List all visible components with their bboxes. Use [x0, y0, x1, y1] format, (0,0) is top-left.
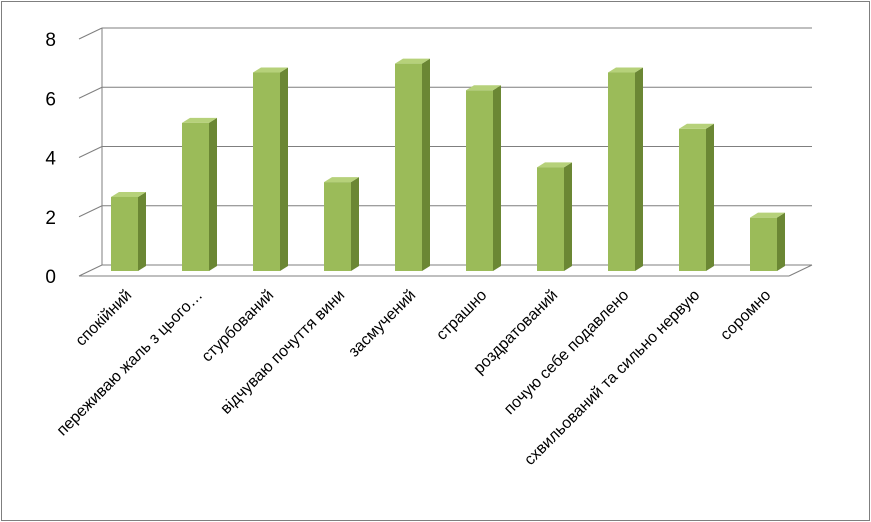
bar	[111, 191, 146, 271]
bar-layer	[111, 58, 785, 271]
bar-front	[608, 72, 635, 271]
bar-side	[422, 58, 430, 271]
bar-front	[466, 90, 493, 271]
bar	[324, 177, 359, 271]
gridline-diagonal	[78, 205, 103, 218]
bar	[253, 67, 288, 271]
bar-top	[253, 67, 288, 73]
floor-right-edge	[788, 264, 813, 277]
y-axis-ticks: 0 2 4 6 8	[45, 30, 56, 288]
bar-top	[466, 85, 501, 91]
y-tick-label: 6	[45, 89, 56, 110]
bar-front	[750, 217, 777, 271]
gridline-diagonal	[78, 264, 103, 277]
bar-front	[111, 196, 138, 271]
bar-top	[537, 162, 572, 168]
x-category-label: переживаю жаль з цього…	[54, 287, 207, 440]
bar-side	[280, 67, 288, 271]
bar-top	[111, 191, 146, 197]
bar-side	[635, 67, 643, 271]
bar-top	[679, 123, 714, 129]
bar-top	[324, 177, 359, 183]
bar	[537, 162, 572, 271]
y-tick-label: 0	[45, 267, 56, 288]
bar-side	[351, 177, 359, 271]
gridline-diagonal	[78, 86, 103, 99]
bar-front	[324, 182, 351, 271]
bar	[182, 117, 217, 271]
bar	[608, 67, 643, 271]
bar-top	[395, 58, 430, 64]
bar-front	[679, 128, 706, 271]
bar-front	[182, 122, 209, 271]
gridline-diagonal	[78, 27, 103, 40]
gridline-diagonal	[78, 146, 103, 158]
x-category-label: стурбований	[199, 287, 278, 366]
x-category-label: соромно	[717, 287, 774, 344]
bar-side	[706, 123, 714, 271]
x-category-label: засмучений	[346, 287, 420, 361]
bar-side	[493, 85, 501, 271]
x-category-label: страшно	[433, 287, 490, 344]
bar-side	[564, 162, 572, 271]
bar-front	[537, 167, 564, 271]
y-tick-label: 8	[45, 30, 56, 51]
bar-top	[750, 212, 785, 218]
x-category-label: відчуваю почуття вини	[218, 287, 349, 418]
bar-top	[182, 117, 217, 123]
bar-front	[253, 72, 280, 271]
bar-side	[138, 191, 146, 271]
x-category-label: спокійний	[73, 287, 136, 350]
bar-front	[395, 63, 422, 271]
bar	[466, 85, 501, 271]
y-tick-label: 2	[45, 208, 56, 229]
bar-side	[777, 212, 785, 271]
y-tick-label: 4	[45, 149, 56, 170]
bar-top	[608, 67, 643, 73]
bar	[679, 123, 714, 271]
bar-side	[209, 117, 217, 271]
x-category-label: почую себе подавлено	[501, 287, 632, 418]
bar	[395, 58, 430, 271]
bar	[750, 212, 785, 271]
